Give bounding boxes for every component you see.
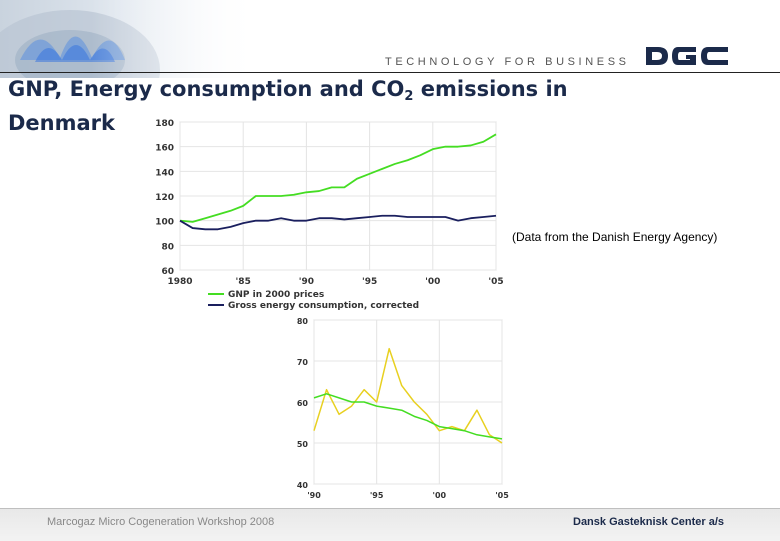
x-tick-label: 1980 — [167, 277, 192, 287]
x-tick-label: '05 — [495, 491, 509, 500]
x-tick-label: '85 — [236, 277, 251, 287]
x-tick-label: '00 — [425, 277, 440, 287]
dgc-logo — [644, 44, 732, 68]
tagline: TECHNOLOGY FOR BUSINESS — [385, 56, 630, 68]
x-tick-label: '95 — [362, 277, 377, 287]
footer-company: Dansk Gasteknisk Center a/s — [573, 516, 724, 528]
y-tick-label: 80 — [297, 317, 309, 326]
y-tick-label: 140 — [155, 168, 174, 178]
y-tick-label: 60 — [297, 399, 309, 408]
source-note: (Data from the Danish Energy Agency) — [512, 230, 717, 244]
y-tick-label: 40 — [297, 481, 309, 490]
y-tick-label: 50 — [297, 440, 309, 449]
gnp-energy-chart: 60 80 100 120 140 160 180 1980 '85 '90 '95 '00 '05 GN… — [140, 112, 510, 312]
series-line-gnp-in-2000-prices — [180, 134, 496, 222]
header-flame-image — [0, 0, 260, 78]
series-line-gross-energy-consumption-corrected — [180, 216, 496, 230]
y-tick-label: 160 — [155, 144, 174, 154]
legend-label: GNP in 2000 prices — [228, 290, 324, 300]
x-tick-label: '90 — [307, 491, 321, 500]
x-tick-label: '05 — [488, 277, 503, 287]
header-divider — [0, 72, 780, 73]
x-tick-label: '95 — [370, 491, 384, 500]
x-tick-label: '00 — [433, 491, 447, 500]
y-tick-label: 70 — [297, 358, 309, 367]
y-tick-label: 80 — [161, 242, 174, 252]
y-tick-label: 180 — [155, 119, 174, 129]
series-line-actual — [314, 349, 502, 443]
y-tick-label: 100 — [155, 218, 174, 228]
footer-event: Marcogaz Micro Cogeneration Workshop 200… — [47, 516, 274, 528]
y-tick-label: 120 — [155, 193, 174, 203]
legend-label: Gross energy consumption, corrected — [228, 301, 419, 311]
y-tick-label: 60 — [161, 267, 174, 277]
x-tick-label: '90 — [299, 277, 314, 287]
